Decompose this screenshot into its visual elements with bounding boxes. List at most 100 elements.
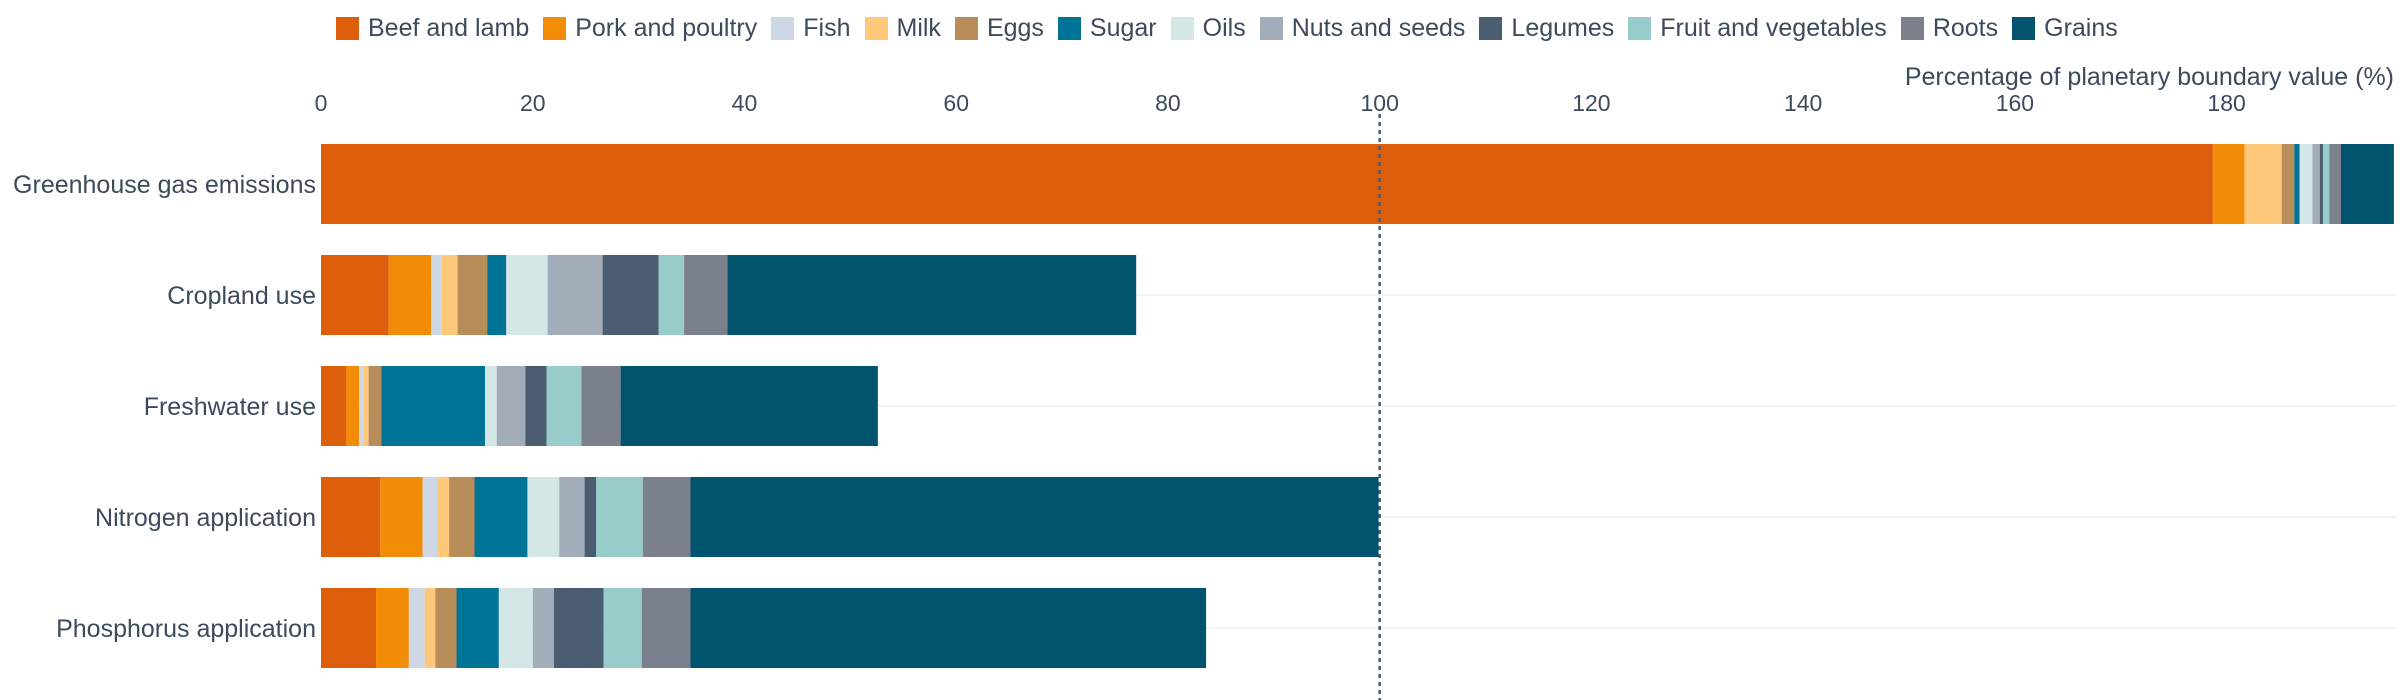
legend-label: Nuts and seeds <box>1291 13 1466 42</box>
legend-item: Eggs <box>954 13 1044 43</box>
legend-swatch <box>543 16 567 40</box>
legend-swatch <box>1628 16 1652 40</box>
legend-item: Nuts and seeds <box>1259 13 1466 43</box>
legend-item: Roots <box>1900 13 1999 43</box>
bar-segment <box>346 366 360 446</box>
bar-segment <box>498 588 533 668</box>
bar-segment <box>2329 144 2341 224</box>
x-tick-label: 40 <box>732 90 758 116</box>
bar-segment <box>2294 144 2300 224</box>
x-tick-label: 20 <box>520 90 546 116</box>
legend-label: Roots <box>1932 13 1999 42</box>
bar-segment <box>457 255 488 335</box>
bar-segment <box>581 366 621 446</box>
bar-segment <box>2312 144 2320 224</box>
bar-segment <box>422 477 438 557</box>
bar-segment <box>437 477 450 557</box>
legend-label: Grains <box>2044 13 2118 42</box>
legend-item: Grains <box>2012 14 2118 43</box>
bar-segment <box>596 477 643 557</box>
x-tick-label: 100 <box>1360 90 1398 116</box>
bar-segment <box>527 477 560 557</box>
bars <box>321 144 2394 668</box>
bar-segment <box>525 366 547 446</box>
legend-item: Pork and poultry <box>543 14 757 43</box>
legend-item: Legumes <box>1479 14 1614 43</box>
category-label: Nitrogen application <box>95 504 316 532</box>
bar-segment <box>641 588 691 668</box>
legend-swatch <box>864 16 888 40</box>
legend-label: Legumes <box>1511 13 1615 42</box>
bar-segment <box>690 477 1379 557</box>
legend-swatch <box>1057 16 1081 40</box>
legend-item: Milk <box>864 13 941 43</box>
bar-segment <box>559 477 585 557</box>
bar-segment <box>388 255 432 335</box>
legend-swatch <box>1479 16 1503 40</box>
bar-segment <box>380 477 423 557</box>
bar-segment <box>506 255 548 335</box>
bar-segment <box>684 255 728 335</box>
legend-label: Milk <box>896 13 941 42</box>
legend-label: Oils <box>1202 13 1246 42</box>
bar-segment <box>368 366 382 446</box>
legend-label: Beef and lamb <box>368 13 530 42</box>
bar-segment <box>603 588 642 668</box>
category-label: Cropland use <box>167 282 316 310</box>
legend-swatch <box>771 16 795 40</box>
legend-label: Fruit and vegetables <box>1660 13 1887 42</box>
bar-segment <box>532 588 554 668</box>
bar-segment <box>431 255 442 335</box>
bar-segment <box>485 366 497 446</box>
bar-segment <box>690 588 1207 668</box>
x-tick-label: 140 <box>1784 90 1822 116</box>
bar-segment <box>546 366 582 446</box>
bar-segment <box>441 255 458 335</box>
bar-segment <box>487 255 507 335</box>
bar-segment <box>321 588 377 668</box>
category-label: Greenhouse gas emissions <box>13 171 316 199</box>
bar-segment <box>2244 144 2282 224</box>
bar-segment <box>620 366 878 446</box>
bar-segment <box>363 366 369 446</box>
bar-segment <box>547 255 603 335</box>
x-tick-label: 60 <box>943 90 969 116</box>
legend-label: Fish <box>803 13 851 42</box>
bar-segment <box>376 588 409 668</box>
bar-segment <box>474 477 528 557</box>
legend-swatch <box>1259 16 1283 40</box>
bar-segment <box>449 477 475 557</box>
bar-segment <box>2340 144 2394 224</box>
bar-segment <box>321 255 389 335</box>
x-tick-label: 0 <box>315 90 328 116</box>
legend-label: Eggs <box>986 13 1044 42</box>
bar-segment <box>553 588 604 668</box>
bar-segment <box>321 477 381 557</box>
x-tick-label: 180 <box>2207 90 2245 116</box>
legend-item: Oils <box>1170 13 1246 43</box>
legend-item: Beef and lamb <box>336 14 529 43</box>
legend-swatch <box>2012 16 2036 40</box>
bar-segment <box>408 588 425 668</box>
legend-label: Pork and poultry <box>575 13 758 42</box>
bar-segment <box>584 477 597 557</box>
bar-segment <box>727 255 1137 335</box>
bar-segment <box>321 144 2213 224</box>
bar-segment <box>2322 144 2330 224</box>
legend-item: Fish <box>771 13 851 43</box>
chart-legend: Beef and lamb Pork and poultry Fish Milk Egg… <box>336 10 2132 46</box>
x-tick-label: 160 <box>1996 90 2034 116</box>
bar-segment <box>381 366 486 446</box>
legend-item: Sugar <box>1057 13 1157 43</box>
category-label: Freshwater use <box>144 393 316 421</box>
legend-label: Sugar <box>1089 13 1157 42</box>
bar-segment <box>496 366 526 446</box>
category-label: Phosphorus application <box>56 615 316 643</box>
bar-segment <box>2281 144 2295 224</box>
legend-swatch <box>1170 16 1194 40</box>
bar-segment <box>2299 144 2313 224</box>
category-labels: Greenhouse gas emissions Cropland use Fres… <box>13 171 316 643</box>
x-tick-label: 80 <box>1155 90 1181 116</box>
bar-segment <box>658 255 685 335</box>
